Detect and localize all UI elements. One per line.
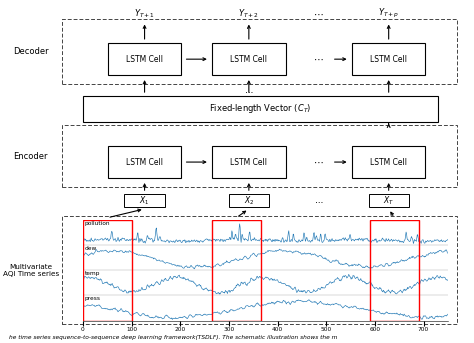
Bar [352,43,426,75]
Text: he time series sequence-to-sequence deep learning framework(TSDLF). The schemati: he time series sequence-to-sequence deep… [9,334,338,340]
Text: $Y_{T+1}$: $Y_{T+1}$ [134,8,155,20]
Text: pollution: pollution [84,221,110,226]
Text: $\cdots$: $\cdots$ [313,9,324,19]
Text: Fixed-length Vector ($C_T$): Fixed-length Vector ($C_T$) [210,103,312,115]
Text: LSTM Cell: LSTM Cell [230,55,267,64]
Text: temp: temp [84,271,100,276]
Bar [62,125,457,187]
Bar [368,194,409,207]
Text: Multivariate
AQI Time series: Multivariate AQI Time series [3,264,59,276]
Bar [212,43,285,75]
Text: dew: dew [84,246,97,251]
Bar [228,194,269,207]
Bar [83,96,438,122]
Text: $\cdots$: $\cdots$ [313,54,324,64]
Bar [108,146,181,178]
Text: Encoder: Encoder [14,152,48,161]
Bar [62,19,457,84]
Text: LSTM Cell: LSTM Cell [370,157,407,167]
Text: $\cdots$: $\cdots$ [314,196,323,205]
Bar [352,146,426,178]
Text: $X_1$: $X_1$ [139,194,150,207]
Text: $Y_{T+2}$: $Y_{T+2}$ [238,8,259,20]
Text: LSTM Cell: LSTM Cell [230,157,267,167]
Bar [62,216,457,324]
Text: press: press [84,296,100,301]
Bar [212,220,261,321]
Text: $Y_{T+p}$: $Y_{T+p}$ [378,7,400,20]
Text: $\cdots$: $\cdots$ [313,157,324,167]
Text: $X_T$: $X_T$ [383,194,394,207]
Bar [108,43,181,75]
Bar [370,220,419,321]
Bar [83,220,132,321]
Bar [124,194,165,207]
Text: $X_2$: $X_2$ [244,194,254,207]
Text: Decoder: Decoder [13,47,49,56]
Bar [212,146,285,178]
Text: LSTM Cell: LSTM Cell [126,55,163,64]
Text: LSTM Cell: LSTM Cell [370,55,407,64]
Text: LSTM Cell: LSTM Cell [126,157,163,167]
Text: $\cdots$: $\cdots$ [244,86,254,95]
